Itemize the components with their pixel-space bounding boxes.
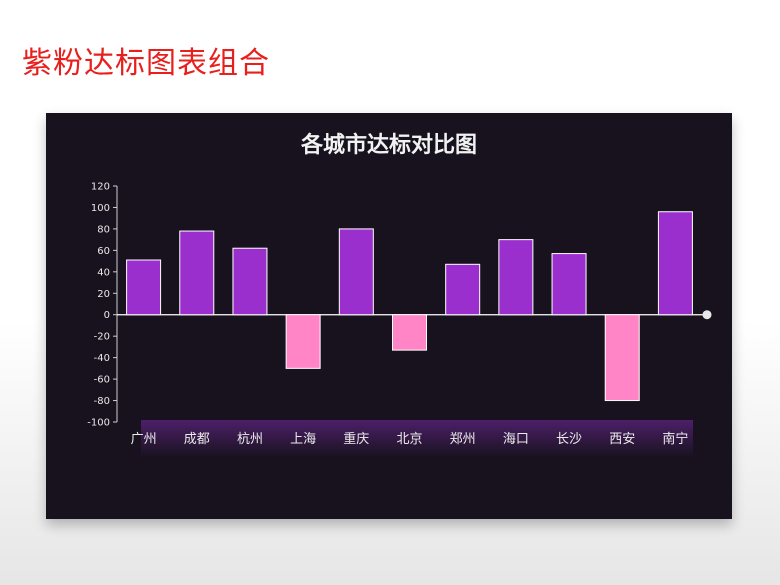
y-tick-label: 20	[97, 289, 110, 300]
x-category-label: 西安	[609, 432, 635, 447]
x-category-label: 郑州	[450, 432, 476, 447]
x-category-label: 海口	[503, 432, 529, 447]
bar-chart: 120 100 80 60 40 20 0 -20 -40 -60 -80 -100 广州 成都 杭州 上海…	[87, 182, 712, 458]
bar-6	[445, 263, 481, 316]
y-tick-label: -100	[87, 418, 110, 429]
x-category-label: 上海	[290, 432, 316, 447]
bar-2	[232, 247, 268, 316]
y-tick-label: 100	[91, 203, 110, 214]
x-category-label: 南宁	[662, 431, 688, 447]
bar-4	[338, 228, 374, 316]
bar-3	[285, 314, 321, 369]
bar-5	[392, 314, 427, 351]
y-tick-label: 80	[97, 224, 110, 235]
y-tick-label: -80	[94, 396, 110, 407]
x-category-label: 北京	[396, 432, 422, 447]
y-tick-label: 60	[97, 246, 110, 257]
bar-9	[604, 314, 640, 402]
y-tick-label: 0	[104, 310, 110, 321]
reflection-band	[141, 420, 693, 458]
slide-title: 紫粉达标图表组合	[22, 46, 270, 81]
y-tick-label: -20	[94, 332, 110, 343]
bar-7	[498, 239, 534, 316]
x-category-label: 重庆	[343, 431, 369, 447]
bar-8	[551, 253, 587, 316]
chart-panel: 各城市达标对比图 120 100 80 60 40 20 0 -20 -40 -60 -80 -100…	[46, 113, 732, 519]
y-tick-label: -40	[94, 353, 110, 364]
x-category-label: 广州	[131, 432, 157, 447]
x-category-label: 成都	[184, 432, 210, 447]
x-category-label: 长沙	[556, 432, 582, 447]
bar-0	[126, 259, 162, 316]
baseline-end-dot	[702, 310, 712, 320]
y-tick-label: -60	[94, 375, 110, 386]
bar-1	[179, 230, 215, 316]
x-category-label: 杭州	[237, 432, 263, 447]
bar-10	[657, 211, 693, 316]
chart-title: 各城市达标对比图	[300, 133, 477, 158]
y-tick-label: 120	[91, 182, 110, 193]
y-tick-label: 40	[97, 267, 110, 278]
